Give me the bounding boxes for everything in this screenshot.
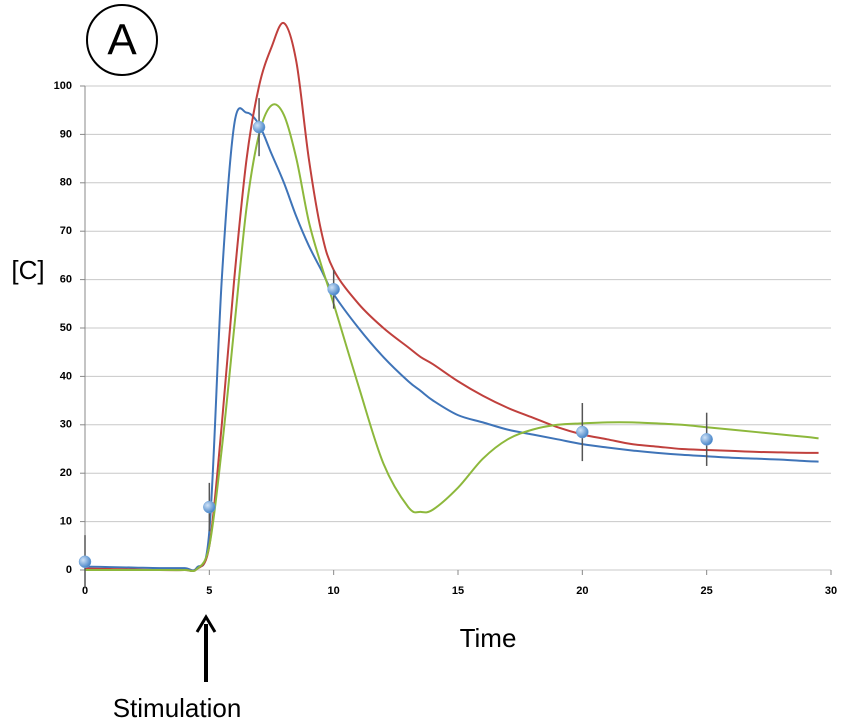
x-tick-label: 30 xyxy=(825,585,837,597)
x-axis-label: Time xyxy=(460,623,517,653)
y-axis-label: [C] xyxy=(11,255,44,285)
y-tick-label: 20 xyxy=(60,467,72,479)
y-tick-label: 80 xyxy=(60,177,72,189)
data-point xyxy=(78,555,92,569)
x-tick-label: 20 xyxy=(576,585,588,597)
y-tick-label: 10 xyxy=(60,516,72,528)
data-point xyxy=(700,433,713,446)
x-tick-label: 5 xyxy=(206,585,212,597)
model-line xyxy=(84,21,819,573)
stimulation-arrowhead xyxy=(195,614,217,633)
panel-label: A xyxy=(107,16,137,65)
model-line xyxy=(84,107,819,572)
panel-circle xyxy=(86,4,158,76)
x-tick-label: 10 xyxy=(328,585,340,597)
x-tick-label: 25 xyxy=(701,585,713,597)
plot-area: 0 10 20 30 40 50 60 70 80 90 100 0 5 10 15 20 25 30 xyxy=(54,21,837,597)
x-tick-label: 15 xyxy=(452,585,464,597)
y-tick-label: 70 xyxy=(60,225,72,237)
data-point xyxy=(252,120,266,134)
data-point xyxy=(203,500,216,514)
y-tick-label: 40 xyxy=(60,370,72,382)
stimulation-label: Stimulation xyxy=(113,693,242,723)
model-line xyxy=(85,103,819,573)
data-point xyxy=(327,283,340,296)
y-tick-label: 50 xyxy=(60,322,72,334)
y-tick-label: 60 xyxy=(60,274,72,286)
y-tick-label: 0 xyxy=(66,564,72,576)
y-tick-label: 100 xyxy=(54,80,72,92)
data-point xyxy=(576,425,589,439)
y-tick-label: 30 xyxy=(60,419,72,431)
x-tick-label: 0 xyxy=(82,585,88,597)
y-tick-label: 90 xyxy=(60,128,72,140)
